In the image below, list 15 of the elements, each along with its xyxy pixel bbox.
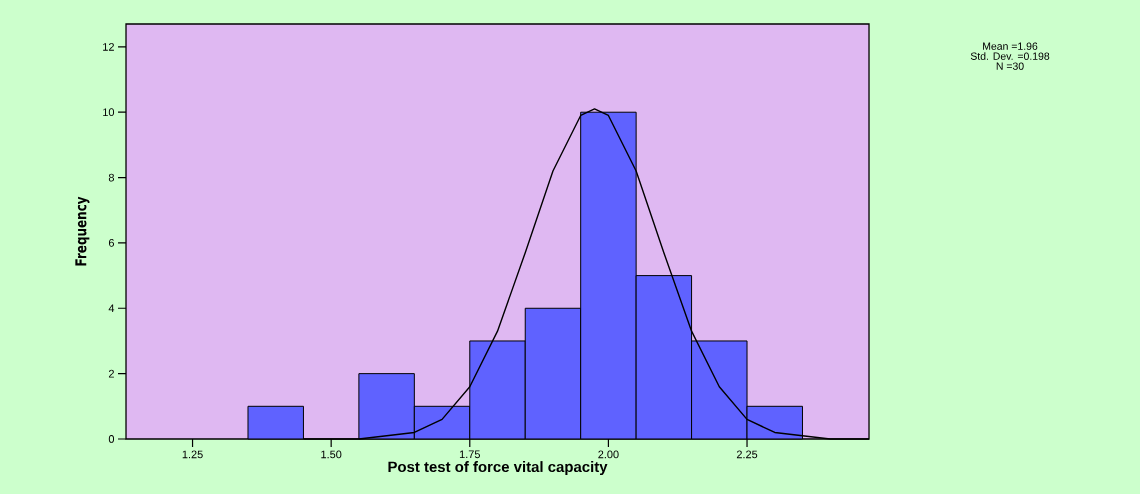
- y-tick-label: 12: [103, 43, 114, 51]
- y-tick-label: 2: [108, 369, 114, 378]
- x-tick-label: 1.25: [182, 450, 203, 459]
- y-tick-label: 6: [108, 239, 115, 247]
- y-tick-label: 4: [108, 304, 115, 313]
- x-axis-title: Post test of force vital capacity: [388, 461, 608, 476]
- text: Mean =1.96 Std. Dev. =0.198 N =30: [970, 42, 1050, 70]
- y-tick-label: 0: [108, 435, 115, 443]
- x-tick-label: 1.75: [459, 450, 480, 459]
- x-tick-label: 1.50: [321, 450, 342, 459]
- y-tick-label: 10: [103, 108, 115, 117]
- x-tick-label: 2.25: [736, 450, 758, 459]
- y-tick-label: 8: [108, 173, 115, 182]
- x-tick-label: 2.00: [598, 450, 619, 459]
- y-axis-title: Frequency: [75, 196, 90, 266]
